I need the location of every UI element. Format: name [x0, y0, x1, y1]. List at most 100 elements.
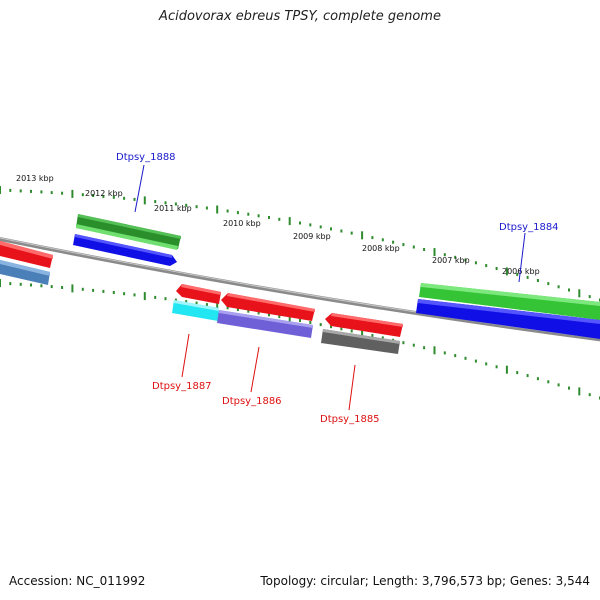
minor-tick — [412, 343, 415, 347]
minor-tick — [205, 206, 208, 210]
minor-tick — [247, 212, 250, 216]
minor-tick — [309, 223, 312, 227]
minor-tick — [92, 194, 95, 197]
minor-tick — [371, 334, 374, 337]
minor-tick — [423, 346, 426, 350]
minor-tick — [547, 282, 550, 286]
gene-dtpsy-1885[interactable] — [321, 329, 400, 354]
scale-label: 2006 kbp — [502, 267, 540, 276]
minor-tick — [299, 221, 301, 225]
minor-tick — [164, 297, 167, 301]
minor-tick — [371, 236, 374, 240]
minor-tick — [226, 209, 229, 213]
leader-line-dtpsy-1887 — [181, 333, 190, 378]
minor-tick — [516, 272, 519, 276]
minor-tick — [495, 267, 498, 270]
scale-label: 2011 kbp — [154, 204, 192, 213]
minor-tick — [174, 298, 177, 302]
scale-label: 2007 kbp — [432, 256, 470, 265]
major-tick — [143, 292, 146, 301]
minor-tick — [485, 362, 488, 366]
major-tick — [433, 346, 436, 355]
scale-label: 2008 kbp — [362, 244, 400, 253]
minor-tick — [557, 383, 560, 387]
major-tick — [71, 189, 74, 198]
minor-tick — [454, 354, 457, 358]
accession-text: Accession: NC_011992 — [9, 574, 146, 588]
minor-tick — [247, 309, 250, 313]
minor-tick — [547, 380, 550, 384]
minor-tick — [588, 295, 591, 299]
gene-label-dtpsy-1888[interactable]: Dtpsy_1888 — [116, 152, 176, 163]
gene-dtpsy-1884[interactable] — [419, 283, 600, 320]
minor-tick — [443, 351, 446, 355]
major-tick — [0, 279, 1, 287]
gene-dtpsy-1886-arrow[interactable] — [221, 293, 315, 321]
major-tick — [288, 314, 291, 323]
minor-tick — [123, 196, 126, 200]
minor-tick — [278, 315, 281, 319]
minor-tick — [464, 258, 467, 262]
minor-tick — [340, 327, 343, 331]
minor-tick — [402, 243, 405, 247]
minor-tick — [185, 300, 188, 304]
minor-tick — [568, 386, 570, 390]
minor-tick — [350, 231, 353, 235]
minor-tick — [268, 216, 270, 219]
minor-tick — [299, 319, 301, 322]
major-tick — [505, 365, 508, 374]
leader-line-dtpsy-1886 — [250, 346, 260, 393]
scale-label: 2013 kbp — [16, 174, 54, 183]
leader-line-dtpsy-1885 — [348, 364, 356, 411]
gene-label-dtpsy-1885[interactable]: Dtpsy_1885 — [320, 414, 380, 425]
gene-label-dtpsy-1887[interactable]: Dtpsy_1887 — [152, 381, 212, 392]
minor-tick — [257, 214, 260, 218]
minor-tick — [536, 377, 539, 381]
gene-forward-blue-2[interactable] — [416, 299, 600, 339]
minor-tick — [381, 336, 384, 340]
outer-tick-ring — [0, 186, 600, 302]
minor-tick — [568, 288, 570, 292]
minor-tick — [174, 202, 177, 206]
gene-dtpsy-1887-arrow[interactable] — [176, 284, 221, 304]
gene-label-dtpsy-1886[interactable]: Dtpsy_1886 — [222, 396, 282, 407]
minor-tick — [9, 282, 12, 286]
minor-tick — [402, 341, 405, 345]
minor-tick — [236, 211, 239, 215]
gene-dtpsy-1885-arrow[interactable] — [325, 313, 403, 337]
minor-tick — [516, 371, 519, 375]
minor-tick — [309, 321, 312, 324]
minor-tick — [412, 245, 415, 249]
minor-tick — [50, 285, 53, 289]
minor-tick — [40, 190, 43, 194]
minor-tick — [588, 393, 591, 397]
minor-tick — [392, 240, 395, 244]
major-tick — [143, 196, 146, 205]
major-tick — [433, 248, 436, 257]
genome-backbone — [0, 236, 600, 342]
minor-tick — [92, 288, 95, 292]
gene-dtpsy-1887[interactable] — [172, 300, 219, 321]
minor-tick — [268, 313, 270, 317]
minor-tick — [485, 264, 488, 268]
minor-tick — [340, 229, 343, 233]
major-tick — [505, 267, 508, 276]
gene-left-steel-reverse[interactable] — [0, 260, 50, 285]
gene-dtpsy-1886[interactable] — [217, 310, 313, 338]
gene-dtpsy-1888[interactable] — [76, 214, 181, 250]
minor-tick — [30, 189, 32, 193]
major-tick — [71, 284, 74, 293]
minor-tick — [61, 191, 64, 195]
gene-forward-blue-1[interactable] — [73, 234, 177, 266]
minor-tick — [102, 289, 105, 293]
inner-tick-ring — [0, 279, 600, 400]
gene-left-red-forward[interactable] — [0, 241, 53, 268]
minor-tick — [454, 255, 457, 259]
gene-label-dtpsy-1884[interactable]: Dtpsy_1884 — [499, 222, 559, 233]
minor-tick — [154, 295, 157, 299]
minor-tick — [123, 292, 126, 296]
minor-tick — [195, 205, 198, 209]
leader-line-dtpsy-1888 — [134, 164, 145, 213]
major-tick — [361, 329, 364, 338]
